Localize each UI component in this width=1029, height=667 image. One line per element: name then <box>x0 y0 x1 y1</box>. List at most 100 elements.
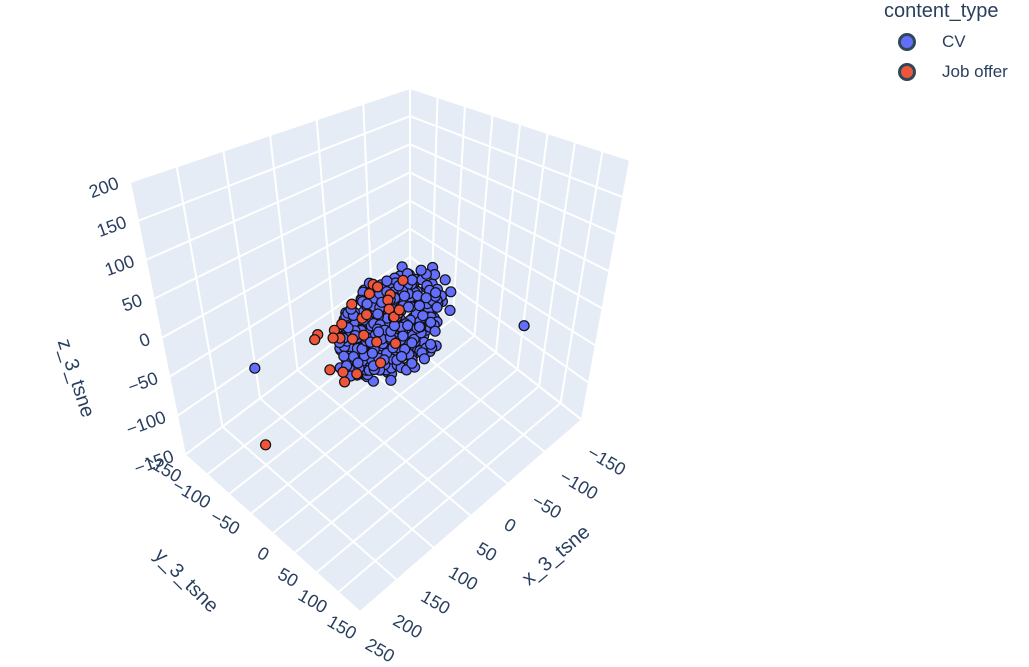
grid-line <box>296 369 472 517</box>
data-point-job-offer[interactable] <box>372 281 384 293</box>
data-point-job-offer[interactable] <box>358 329 370 341</box>
data-point-cv[interactable] <box>417 310 429 322</box>
data-point-cv[interactable] <box>249 362 261 374</box>
grid-line <box>409 115 624 199</box>
legend-label-cv: CV <box>942 32 966 51</box>
data-point-cv[interactable] <box>396 350 408 363</box>
wall-right <box>410 88 630 420</box>
x-tick-label: −50 <box>529 490 565 523</box>
data-point-job-offer[interactable] <box>382 294 394 306</box>
z-tick-label: −50 <box>125 368 161 397</box>
data-point-cv[interactable] <box>431 301 443 313</box>
data-point-job-offer[interactable] <box>327 332 339 344</box>
data-point-job-offer[interactable] <box>371 336 383 348</box>
z-tick-label: −100 <box>124 407 169 440</box>
data-point-job-offer[interactable] <box>389 337 402 349</box>
data-point-job-offer[interactable] <box>339 376 351 388</box>
data-point-cv[interactable] <box>413 300 426 312</box>
y-tick-label: 100 <box>295 585 331 617</box>
y-axis-title: y_3_tsne <box>150 544 223 617</box>
data-point-job-offer[interactable] <box>363 288 375 300</box>
x-axis-title: x_3_tsne <box>518 521 594 590</box>
data-point-job-offer[interactable] <box>309 334 321 346</box>
data-point-cv[interactable] <box>406 274 418 286</box>
data-point-job-offer[interactable] <box>346 333 359 345</box>
grid-line <box>473 114 494 336</box>
grid-line <box>129 181 186 456</box>
z-tick-label: 50 <box>119 290 145 316</box>
data-point-job-offer[interactable] <box>375 357 387 369</box>
data-point-cv[interactable] <box>425 338 437 350</box>
data-point-cv[interactable] <box>372 308 384 320</box>
grid-line <box>409 143 617 236</box>
data-points[interactable] <box>249 261 530 451</box>
data-point-cv[interactable] <box>338 350 350 362</box>
data-point-cv[interactable] <box>429 325 441 337</box>
data-point-cv[interactable] <box>381 275 393 287</box>
grid-line <box>259 397 435 549</box>
data-point-cv[interactable] <box>439 274 451 286</box>
x-tick-label: 50 <box>473 538 500 565</box>
grid-line <box>168 227 411 378</box>
data-point-job-offer[interactable] <box>397 274 409 286</box>
grid-line <box>269 134 299 371</box>
data-point-cv[interactable] <box>518 320 530 332</box>
data-point-job-offer[interactable] <box>336 318 348 330</box>
wall-floor <box>185 285 582 612</box>
data-point-cv[interactable] <box>352 357 364 369</box>
grid-line <box>495 123 521 353</box>
data-point-cv[interactable] <box>385 374 397 386</box>
data-point-job-offer[interactable] <box>337 366 349 378</box>
data-point-job-offer[interactable] <box>260 439 272 451</box>
y-tick-label: 0 <box>254 543 273 565</box>
z-tick-label: 100 <box>102 251 137 280</box>
data-point-cv[interactable] <box>444 304 456 316</box>
data-point-cv[interactable] <box>402 301 415 313</box>
x-tick-label: −100 <box>556 466 601 504</box>
data-point-job-offer[interactable] <box>346 298 358 310</box>
data-point-cv[interactable] <box>373 326 385 338</box>
data-point-cv[interactable] <box>415 264 427 276</box>
data-point-cv[interactable] <box>406 357 418 369</box>
grid-line <box>409 171 610 273</box>
data-point-job-offer[interactable] <box>351 368 363 380</box>
data-point-cv[interactable] <box>406 337 418 349</box>
data-point-cv[interactable] <box>402 319 414 332</box>
grid-line <box>184 454 361 613</box>
data-point-cv[interactable] <box>361 298 373 310</box>
grid-line <box>538 141 576 387</box>
grid-line <box>222 150 261 399</box>
z-tick-label: 200 <box>86 173 121 202</box>
legend-label-job-offer: Job offer <box>942 62 1008 81</box>
grid-line <box>559 150 604 404</box>
y-tick-label: −50 <box>207 506 243 539</box>
data-point-job-offer[interactable] <box>393 304 405 316</box>
grid-line <box>221 425 398 581</box>
grid-line <box>175 166 224 427</box>
grid-line <box>409 87 631 161</box>
wall-left <box>130 88 410 455</box>
legend-item-cv[interactable]: CV <box>898 30 966 54</box>
legend-marker-cv <box>898 33 916 51</box>
data-point-cv[interactable] <box>430 287 442 299</box>
data-point-cv[interactable] <box>425 316 437 328</box>
y-tick-label: 150 <box>324 611 360 643</box>
data-point-cv[interactable] <box>420 292 432 304</box>
data-point-cv[interactable] <box>366 347 378 359</box>
data-point-job-offer[interactable] <box>361 309 373 321</box>
grid-line <box>145 143 411 261</box>
grid-line <box>153 171 411 300</box>
data-point-cv[interactable] <box>397 330 409 342</box>
data-point-job-offer[interactable] <box>324 364 336 376</box>
data-point-cv[interactable] <box>445 286 457 298</box>
x-tick-label: 250 <box>362 634 398 666</box>
x-tick-label: 0 <box>501 514 520 536</box>
grid-line <box>409 199 604 310</box>
data-point-cv[interactable] <box>413 321 426 333</box>
data-point-cv[interactable] <box>418 353 430 365</box>
legend-title: content_type <box>884 0 999 22</box>
legend-item-job-offer[interactable]: Job offer <box>898 60 1008 84</box>
data-point-cv[interactable] <box>398 290 410 302</box>
x-tick-label: 200 <box>390 610 426 642</box>
